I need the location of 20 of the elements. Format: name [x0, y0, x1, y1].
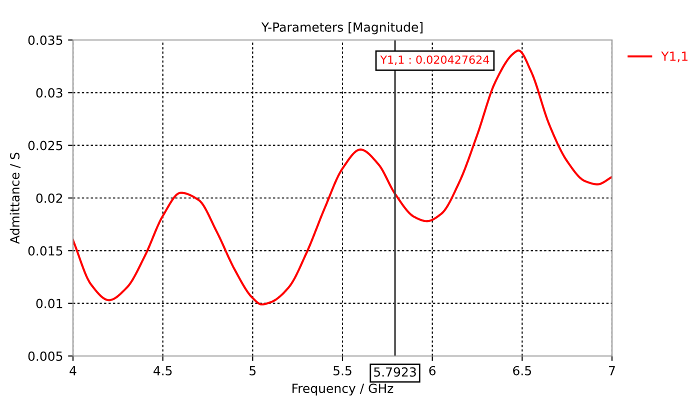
x-tick-label: 5.5	[334, 366, 352, 376]
y-axis-title: Admittance / S	[10, 152, 20, 244]
x-tick-label: 4.5	[154, 366, 172, 376]
x-axis-title: Frequency / GHz	[292, 384, 394, 396]
x-tick-label: 6	[429, 366, 436, 376]
y-tick-label: 0.01	[36, 298, 62, 308]
y-tick-label: 0.015	[28, 246, 62, 256]
x-tick-label: 7	[609, 366, 615, 376]
legend-label: Y1,1	[661, 52, 688, 62]
x-tick-label: 4	[70, 366, 76, 376]
y-tick-label: 0.025	[28, 140, 62, 150]
ref-line-label: 5.7923	[374, 367, 416, 377]
chart-title: Y-Parameters [Magnitude]	[261, 22, 423, 34]
annotation: Y1,1 : 0.020427624	[380, 55, 490, 65]
x-tick-label: 5	[250, 366, 256, 376]
x-tick-label: 6.5	[513, 366, 532, 376]
y-tick-label: 0.02	[36, 193, 62, 203]
y-tick-label: 0.03	[36, 88, 62, 98]
y-tick-label: 0.035	[28, 35, 62, 45]
y-tick-label: 0.005	[28, 351, 62, 361]
